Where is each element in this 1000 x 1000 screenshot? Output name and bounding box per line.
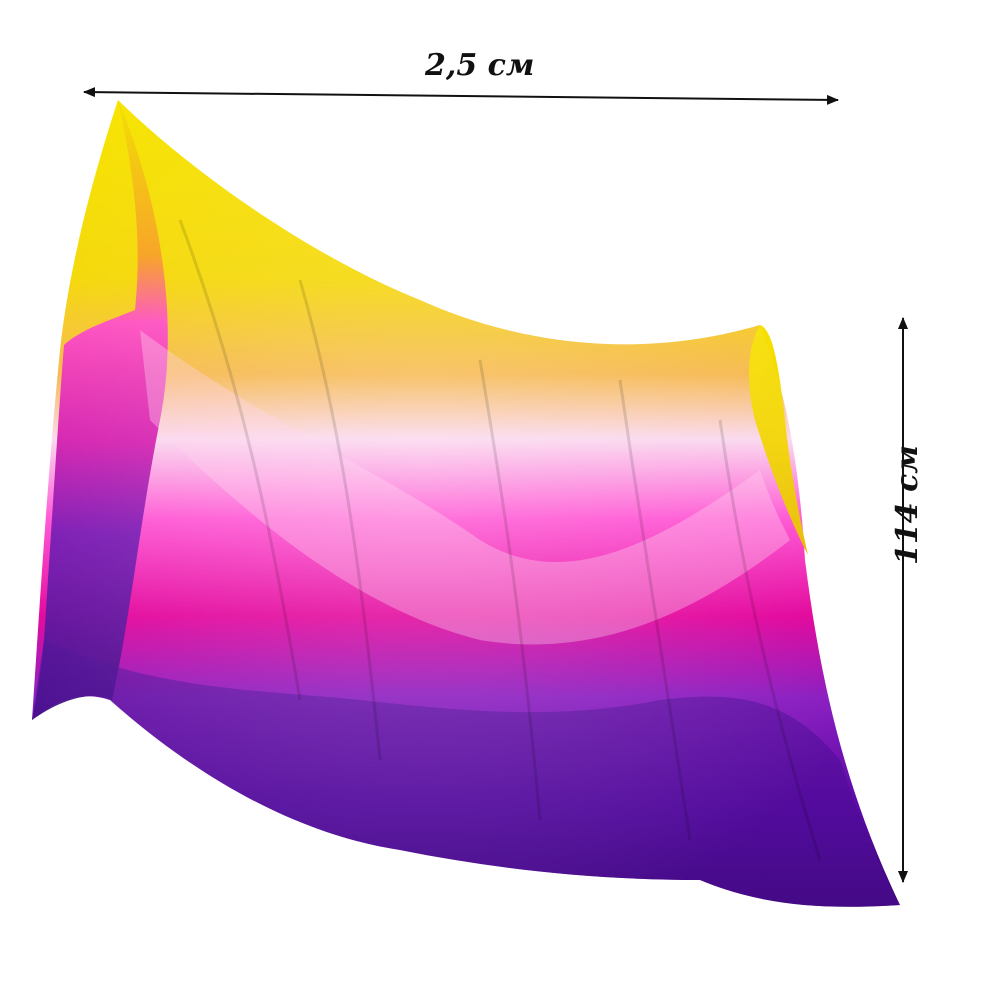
height-label: 114 см [890,445,925,565]
width-label: 2,5 см [425,48,535,83]
veil-fold-lines [178,219,822,861]
width-dimension-arrow [83,87,839,105]
veil-sheen [32,100,900,907]
